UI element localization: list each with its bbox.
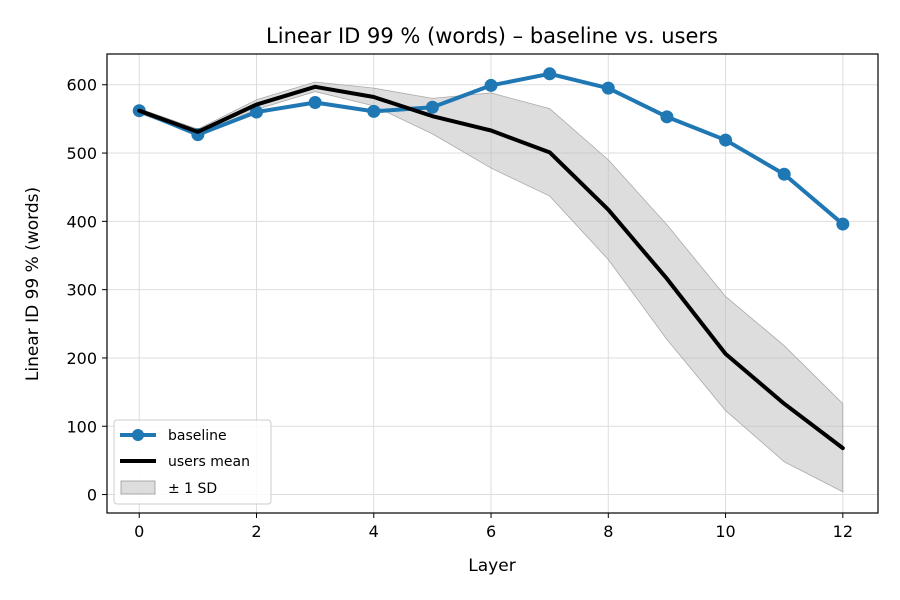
x-tick-label: 2 — [251, 522, 261, 541]
x-axis-label: Layer — [468, 556, 515, 576]
baseline-point — [367, 104, 381, 118]
baseline-point — [425, 100, 439, 114]
y-tick-label: 0 — [87, 486, 97, 505]
x-tick-label: 4 — [369, 522, 379, 541]
plot-frame — [106, 53, 879, 514]
y-axis-label: Linear ID 99 % (words) — [23, 187, 43, 381]
y-axis: 0 100 200 300 400 500 600 — [66, 76, 107, 505]
baseline-point — [660, 110, 674, 124]
legend: baseline users mean ± 1 SD — [113, 419, 272, 505]
sd-band — [138, 81, 844, 493]
baseline-point — [719, 133, 733, 147]
baseline-point — [543, 67, 557, 81]
y-tick-label: 600 — [66, 76, 97, 95]
x-tick-label: 12 — [833, 522, 853, 541]
y-tick-label: 100 — [66, 417, 97, 436]
y-tick-label: 300 — [66, 281, 97, 300]
chart-title: Linear ID 99 % (words) – baseline vs. us… — [266, 24, 718, 48]
legend-sd-label: ± 1 SD — [168, 481, 217, 497]
baseline-point — [836, 217, 850, 231]
x-tick-label: 8 — [603, 522, 613, 541]
legend-baseline-label: baseline — [168, 428, 227, 444]
x-tick-label: 10 — [715, 522, 735, 541]
users-mean-series-line — [137, 84, 845, 451]
sd-band-area — [138, 81, 844, 493]
y-tick-label: 200 — [66, 349, 97, 368]
baseline-point — [250, 105, 264, 119]
x-tick-label: 6 — [486, 522, 496, 541]
baseline-point — [601, 81, 615, 95]
legend-baseline-marker — [132, 429, 144, 441]
series-lines — [132, 67, 850, 451]
baseline-point — [308, 95, 322, 109]
legend-users-mean-label: users mean — [168, 454, 250, 470]
x-axis: 0 2 4 6 8 10 12 — [134, 513, 853, 541]
baseline-point — [484, 78, 498, 92]
y-tick-label: 500 — [66, 144, 97, 163]
legend-sd-swatch — [120, 480, 156, 495]
baseline-point — [777, 167, 791, 181]
x-tick-label: 0 — [134, 522, 144, 541]
y-tick-label: 400 — [66, 212, 97, 231]
